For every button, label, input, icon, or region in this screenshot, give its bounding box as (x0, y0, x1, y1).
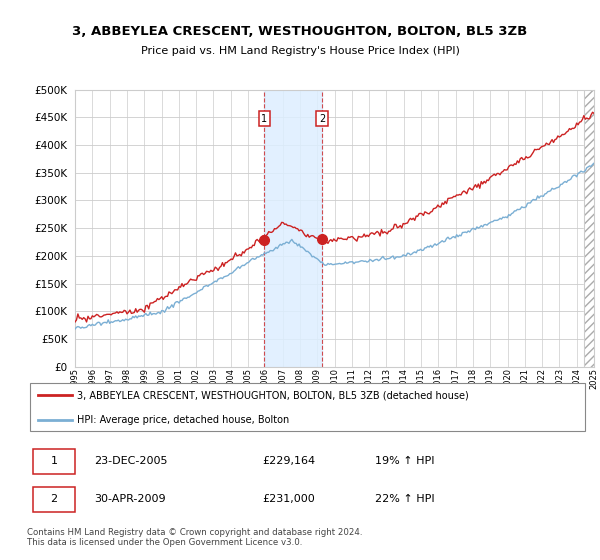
Bar (584, 90, 594, 367)
Text: Contains HM Land Registry data © Crown copyright and database right 2024.
This d: Contains HM Land Registry data © Crown c… (27, 528, 362, 547)
FancyBboxPatch shape (32, 450, 74, 474)
FancyBboxPatch shape (30, 384, 585, 431)
Bar (584, 90, 594, 367)
Text: £231,000: £231,000 (263, 493, 316, 503)
Text: 1: 1 (50, 456, 58, 466)
Text: 19% ↑ HPI: 19% ↑ HPI (375, 456, 434, 466)
Text: 23-DEC-2005: 23-DEC-2005 (94, 456, 168, 466)
Text: 1: 1 (262, 114, 268, 124)
Text: 22% ↑ HPI: 22% ↑ HPI (375, 493, 434, 503)
Text: Price paid vs. HM Land Registry's House Price Index (HPI): Price paid vs. HM Land Registry's House … (140, 46, 460, 56)
Text: 30-APR-2009: 30-APR-2009 (94, 493, 166, 503)
Text: 2: 2 (50, 493, 58, 503)
Text: £229,164: £229,164 (263, 456, 316, 466)
Bar (265, 90, 322, 367)
Text: 3, ABBEYLEA CRESCENT, WESTHOUGHTON, BOLTON, BL5 3ZB: 3, ABBEYLEA CRESCENT, WESTHOUGHTON, BOLT… (73, 25, 527, 38)
FancyBboxPatch shape (32, 487, 74, 512)
Text: HPI: Average price, detached house, Bolton: HPI: Average price, detached house, Bolt… (77, 414, 290, 424)
Text: 2: 2 (319, 114, 325, 124)
Text: 3, ABBEYLEA CRESCENT, WESTHOUGHTON, BOLTON, BL5 3ZB (detached house): 3, ABBEYLEA CRESCENT, WESTHOUGHTON, BOLT… (77, 390, 469, 400)
